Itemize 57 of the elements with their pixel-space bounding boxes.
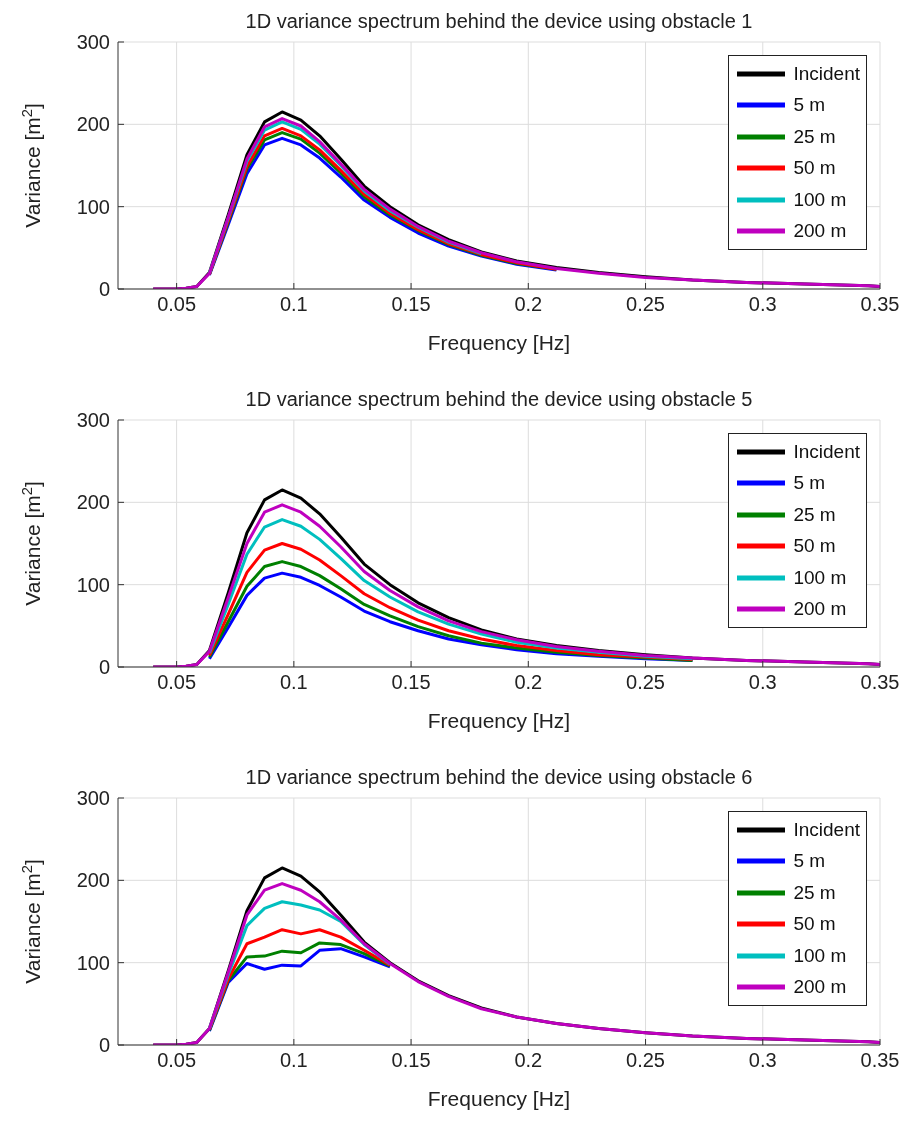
legend-label: 5 m bbox=[793, 850, 826, 873]
x-tick-label: 0.15 bbox=[391, 671, 431, 694]
y-tick-label: 100 bbox=[76, 195, 110, 218]
legend-label: 100 m bbox=[793, 188, 847, 211]
y-tick-label: 100 bbox=[76, 573, 110, 596]
x-tick-label: 0.05 bbox=[157, 671, 197, 694]
legend-label: 100 m bbox=[793, 566, 847, 589]
y-tick-label: 200 bbox=[76, 491, 110, 514]
x-tick-label: 0.15 bbox=[391, 293, 431, 316]
y-tick-label: 300 bbox=[76, 31, 110, 54]
y-tick-label: 0 bbox=[98, 1034, 110, 1057]
x-tick-label: 0.2 bbox=[514, 671, 543, 694]
legend-label: 50 m bbox=[793, 157, 836, 180]
x-tick-label: 0.2 bbox=[514, 293, 543, 316]
x-tick-label: 0.1 bbox=[279, 293, 308, 316]
legend-label: 5 m bbox=[793, 472, 826, 495]
x-tick-label: 0.25 bbox=[626, 1049, 666, 1072]
legend-label: 50 m bbox=[793, 913, 836, 936]
legend-label: 100 m bbox=[793, 944, 847, 967]
chart-title: 1D variance spectrum behind the device using obstacle 1 bbox=[244, 10, 754, 33]
x-axis-title: Frequency [Hz] bbox=[427, 1086, 571, 1110]
x-tick-label: 0.3 bbox=[748, 293, 777, 316]
legend-label: 200 m bbox=[793, 598, 847, 621]
chart-title: 1D variance spectrum behind the device using obstacle 5 bbox=[244, 388, 754, 411]
x-tick-label: 0.05 bbox=[157, 293, 197, 316]
legend-label: 5 m bbox=[793, 94, 826, 117]
legend-label: 200 m bbox=[793, 220, 847, 243]
y-tick-label: 300 bbox=[76, 409, 110, 432]
x-tick-label: 0.35 bbox=[860, 293, 900, 316]
x-axis-title: Frequency [Hz] bbox=[427, 708, 571, 732]
x-tick-label: 0.25 bbox=[626, 671, 666, 694]
legend-label: Incident bbox=[793, 440, 860, 463]
x-tick-label: 0.3 bbox=[748, 1049, 777, 1072]
x-axis-title: Frequency [Hz] bbox=[427, 330, 571, 354]
y-tick-label: 0 bbox=[98, 656, 110, 679]
y-tick-label: 0 bbox=[98, 278, 110, 301]
x-tick-label: 0.1 bbox=[279, 1049, 308, 1072]
x-tick-label: 0.2 bbox=[514, 1049, 543, 1072]
legend-label: Incident bbox=[793, 62, 860, 85]
x-tick-label: 0.35 bbox=[860, 1049, 900, 1072]
x-tick-label: 0.05 bbox=[157, 1049, 197, 1072]
legend-label: 25 m bbox=[793, 125, 836, 148]
x-tick-label: 0.35 bbox=[860, 671, 900, 694]
y-tick-label: 200 bbox=[76, 869, 110, 892]
legend-label: 25 m bbox=[793, 503, 836, 526]
legend-label: Incident bbox=[793, 818, 860, 841]
y-tick-label: 200 bbox=[76, 113, 110, 136]
legend-label: 50 m bbox=[793, 535, 836, 558]
x-tick-label: 0.15 bbox=[391, 1049, 431, 1072]
chart-title: 1D variance spectrum behind the device using obstacle 6 bbox=[244, 766, 754, 789]
x-tick-label: 0.3 bbox=[748, 671, 777, 694]
y-tick-label: 300 bbox=[76, 787, 110, 810]
legend-label: 25 m bbox=[793, 881, 836, 904]
legend-label: 200 m bbox=[793, 976, 847, 999]
y-tick-label: 100 bbox=[76, 951, 110, 974]
x-tick-label: 0.25 bbox=[626, 293, 666, 316]
x-tick-label: 0.1 bbox=[279, 671, 308, 694]
